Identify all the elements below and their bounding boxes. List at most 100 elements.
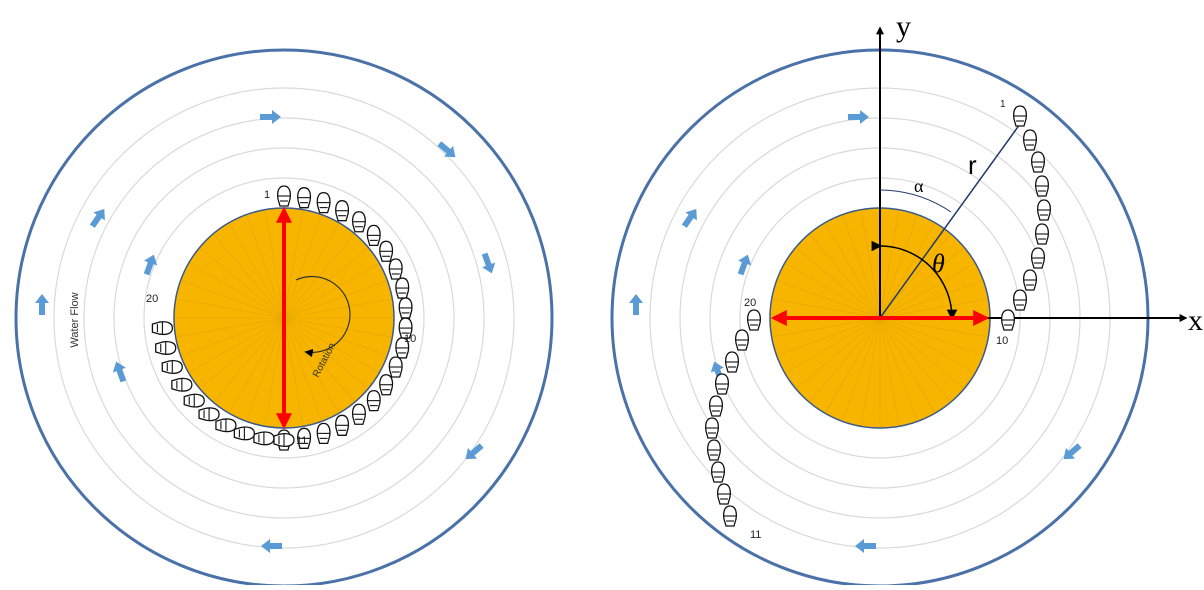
core-spoke xyxy=(177,298,285,319)
flow-arrow-icon xyxy=(1063,443,1082,460)
boat-icon xyxy=(277,185,291,207)
core-spoke xyxy=(773,298,881,319)
y-axis-label: y xyxy=(896,10,911,43)
flow-arrow-icon xyxy=(737,254,752,276)
core-spoke xyxy=(810,235,881,319)
boat-icon xyxy=(388,258,403,280)
boat-icon xyxy=(1001,309,1015,331)
flow-arrow-icon xyxy=(260,110,281,124)
boat-icon xyxy=(366,224,381,247)
core-spoke xyxy=(879,317,918,420)
flow-arrow-shape xyxy=(143,254,158,276)
core-spoke xyxy=(177,317,285,338)
flow-arrows xyxy=(35,110,496,553)
boat-icon xyxy=(715,373,729,395)
flow-arrow-shape xyxy=(112,361,127,383)
rotation-arc xyxy=(295,275,351,358)
boat-icon xyxy=(233,426,256,441)
flow-arrow-shape xyxy=(89,208,105,228)
alpha-arc xyxy=(879,189,952,213)
core-spoke xyxy=(229,317,285,412)
boat-icon xyxy=(183,393,205,408)
core-spoke xyxy=(283,263,378,319)
flow-arrow-shape xyxy=(260,110,281,124)
core-spoke xyxy=(778,317,881,356)
boat-icon xyxy=(709,395,723,417)
core-spoke xyxy=(283,280,386,319)
core-spoke xyxy=(283,317,367,388)
core-spoke xyxy=(879,317,900,425)
core-spoke xyxy=(879,317,982,356)
flow-arrow-shape xyxy=(855,539,876,553)
left-panel: Rotation Water Flow 1 10 11 20 xyxy=(14,48,554,588)
boat-icon xyxy=(151,321,174,336)
concentric-ring xyxy=(113,147,455,489)
flow-arrow-icon xyxy=(112,361,127,383)
boat-icon xyxy=(335,414,350,436)
boat-icon xyxy=(351,403,366,425)
core-spoke xyxy=(842,317,881,420)
boat-icon xyxy=(395,337,410,359)
core-spoke xyxy=(283,317,378,373)
core-spoke xyxy=(182,280,285,319)
boat-icon xyxy=(1013,289,1027,311)
boat-chain xyxy=(705,105,1051,527)
boat-icon xyxy=(1037,199,1051,221)
boat-icon xyxy=(1035,223,1049,245)
core-spoke xyxy=(190,263,285,319)
concentric-ring xyxy=(53,87,515,549)
flow-arrow-icon xyxy=(89,208,105,228)
flow-arrow-shape xyxy=(35,294,49,315)
flow-arrow-shape xyxy=(681,208,697,228)
water-flow-label: Water Flow xyxy=(69,292,81,347)
concentric-ring xyxy=(83,117,485,519)
core-spoke xyxy=(879,317,950,401)
boat-label-10: 10 xyxy=(404,333,416,345)
flow-arrow-icon xyxy=(681,208,697,228)
theta-label: θ xyxy=(932,249,945,278)
boat-icon xyxy=(297,187,312,209)
core-spoke xyxy=(214,235,285,319)
flow-arrow-icon xyxy=(481,252,496,274)
flow-arrow-shape xyxy=(848,110,869,124)
core-spoke xyxy=(283,317,391,338)
core-spoke xyxy=(778,280,881,319)
core-spoke xyxy=(825,317,881,412)
flow-arrow-icon xyxy=(143,254,158,276)
core-spoke xyxy=(810,317,881,401)
boat-label-20: 20 xyxy=(744,297,756,309)
core-spoke xyxy=(283,317,386,356)
flow-arrows xyxy=(629,110,1082,553)
boat-icon xyxy=(171,377,193,392)
boat-label-20: 20 xyxy=(146,293,158,305)
boat-icon xyxy=(155,340,177,355)
core-spoke xyxy=(879,317,963,388)
core-spoke xyxy=(283,317,354,401)
alpha-label: α xyxy=(914,176,924,196)
boat-icon xyxy=(717,483,731,505)
core-spoke xyxy=(214,317,285,401)
boat-icon xyxy=(398,317,413,339)
core-spoke xyxy=(283,248,367,319)
flow-arrow-shape xyxy=(261,539,282,553)
flow-arrow-shape xyxy=(1063,443,1082,460)
boat-icon xyxy=(198,407,220,422)
flow-arrow-icon xyxy=(437,141,456,158)
boat-icon xyxy=(1013,105,1027,127)
boat-icon xyxy=(725,351,739,373)
core-spoke xyxy=(190,317,285,373)
flow-arrow-icon xyxy=(261,539,282,553)
boat-icon xyxy=(395,277,410,299)
x-axis-label: x xyxy=(1188,304,1203,337)
boat-label-11: 11 xyxy=(296,435,307,447)
boat-icon xyxy=(253,431,275,446)
boat-icon xyxy=(161,360,183,374)
boat-icon xyxy=(1031,247,1045,269)
boat-label-10: 10 xyxy=(996,335,1008,347)
boat-icon xyxy=(735,329,749,351)
boat-icon xyxy=(747,309,761,331)
core-spoke xyxy=(283,224,339,319)
core-spoke xyxy=(786,263,881,319)
